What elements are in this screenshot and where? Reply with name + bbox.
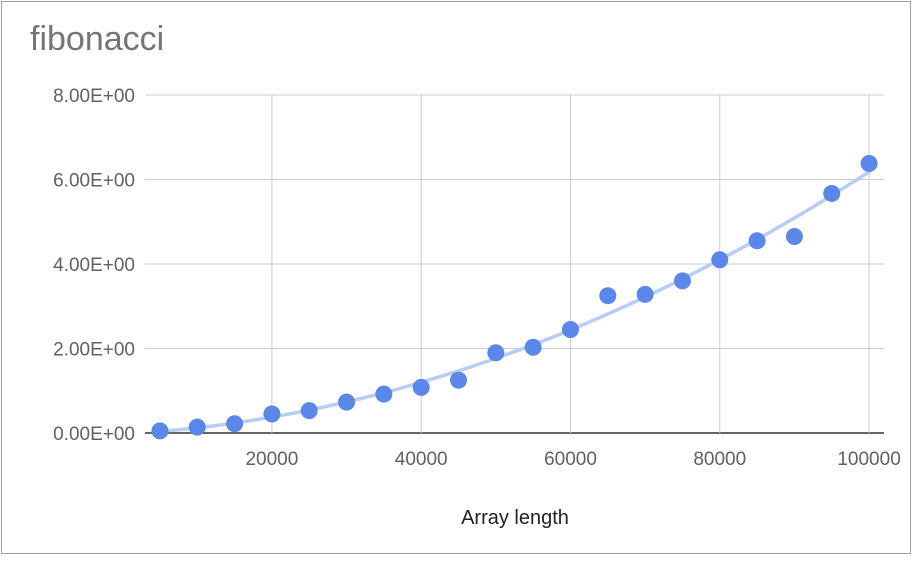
data-point [711,251,729,269]
data-point [823,184,841,202]
data-point [188,418,206,436]
trendline-layer [158,170,871,434]
data-point [487,344,505,362]
data-point [785,228,803,246]
data-point [226,415,244,433]
data-point [450,371,468,389]
data-point [524,338,542,356]
y-tick-label: 2.00E+00 [53,340,135,361]
data-point [151,422,169,440]
data-point [599,287,617,305]
y-tick-label: 4.00E+00 [53,255,135,276]
data-point [561,320,579,338]
data-point [673,272,691,290]
y-tick-label: 8.00E+00 [53,86,135,107]
data-point [375,385,393,403]
x-tick-label: 60000 [544,449,597,470]
chart-title: fibonacci [30,20,165,58]
grid-lines [145,94,884,434]
chart-card [1,1,911,554]
data-point [338,393,356,411]
y-tick-label: 0.00E+00 [53,424,135,445]
data-point [636,285,654,303]
trendline [158,170,871,434]
x-axis-ticks: 20000 40000 60000 80000 100000 [245,449,900,470]
y-tick-label: 6.00E+00 [53,171,135,192]
data-point [263,405,281,423]
y-axis-ticks: 0.00E+00 2.00E+00 4.00E+00 6.00E+00 8.00E+00 [53,86,135,445]
data-point [748,232,766,250]
x-tick-label: 100000 [837,449,900,470]
x-axis-label: Array length [461,507,569,529]
data-point [300,402,318,420]
x-tick-label: 20000 [245,449,298,470]
data-points [151,154,878,440]
x-tick-label: 80000 [693,449,746,470]
data-point [412,378,430,396]
data-point [860,154,878,172]
x-tick-label: 40000 [395,449,448,470]
